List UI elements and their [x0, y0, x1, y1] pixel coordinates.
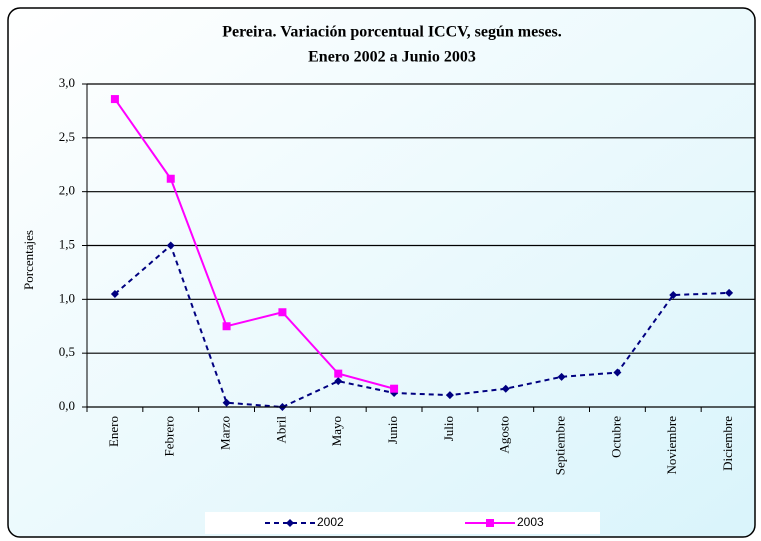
legend-marker: [486, 519, 494, 527]
point: [613, 368, 622, 377]
point: [166, 174, 175, 183]
legend-marker: [286, 519, 294, 527]
point: [166, 241, 175, 250]
x-tick-label: Enero: [106, 416, 121, 447]
y-axis-label: Porcentajes: [21, 230, 36, 290]
y-tick-label: 0,5: [59, 344, 75, 359]
point: [390, 384, 399, 393]
x-tick-label: Junio: [385, 416, 400, 444]
point: [334, 377, 343, 386]
chart-frame: [7, 7, 756, 538]
plot: [86, 83, 755, 412]
point: [222, 398, 231, 407]
x-tick-label: Mayo: [329, 416, 344, 446]
point: [110, 289, 119, 298]
y-tick-label: 1,0: [59, 290, 75, 305]
series-line: [114, 98, 395, 390]
point: [725, 288, 734, 297]
legend-label: 2002: [317, 515, 344, 529]
chart-title: Pereira. Variación porcentual ICCV, segú…: [222, 24, 562, 41]
point: [110, 95, 119, 104]
x-tick-label: Octubre: [608, 416, 623, 458]
x-tick-label: Diciembre: [720, 416, 735, 471]
chart-subtitle: Enero 2002 a Junio 2003: [308, 49, 476, 66]
legend-label: 2003: [517, 515, 544, 529]
y-tick-label: 2,0: [59, 183, 75, 198]
point: [334, 369, 343, 378]
x-tick-label: Marzo: [218, 416, 233, 450]
point: [501, 384, 510, 393]
point: [445, 391, 454, 400]
y-tick-label: 3,0: [59, 75, 75, 90]
x-tick-label: Septiembre: [553, 416, 568, 475]
y-tick-label: 0,0: [59, 398, 75, 413]
point: [222, 322, 231, 331]
y-tick-label: 2,5: [59, 129, 75, 144]
y-tick-label: 1,5: [59, 236, 75, 251]
x-tick-label: Noviembre: [664, 416, 679, 475]
point: [669, 291, 678, 300]
x-tick-label: Febrero: [162, 416, 177, 456]
x-tick-label: Agosto: [497, 416, 512, 454]
point: [278, 308, 287, 317]
x-tick-label: Julio: [441, 416, 456, 441]
point: [557, 372, 566, 381]
x-tick-label: Abril: [273, 416, 288, 444]
series-line: [114, 243, 730, 409]
legend: [205, 512, 600, 534]
